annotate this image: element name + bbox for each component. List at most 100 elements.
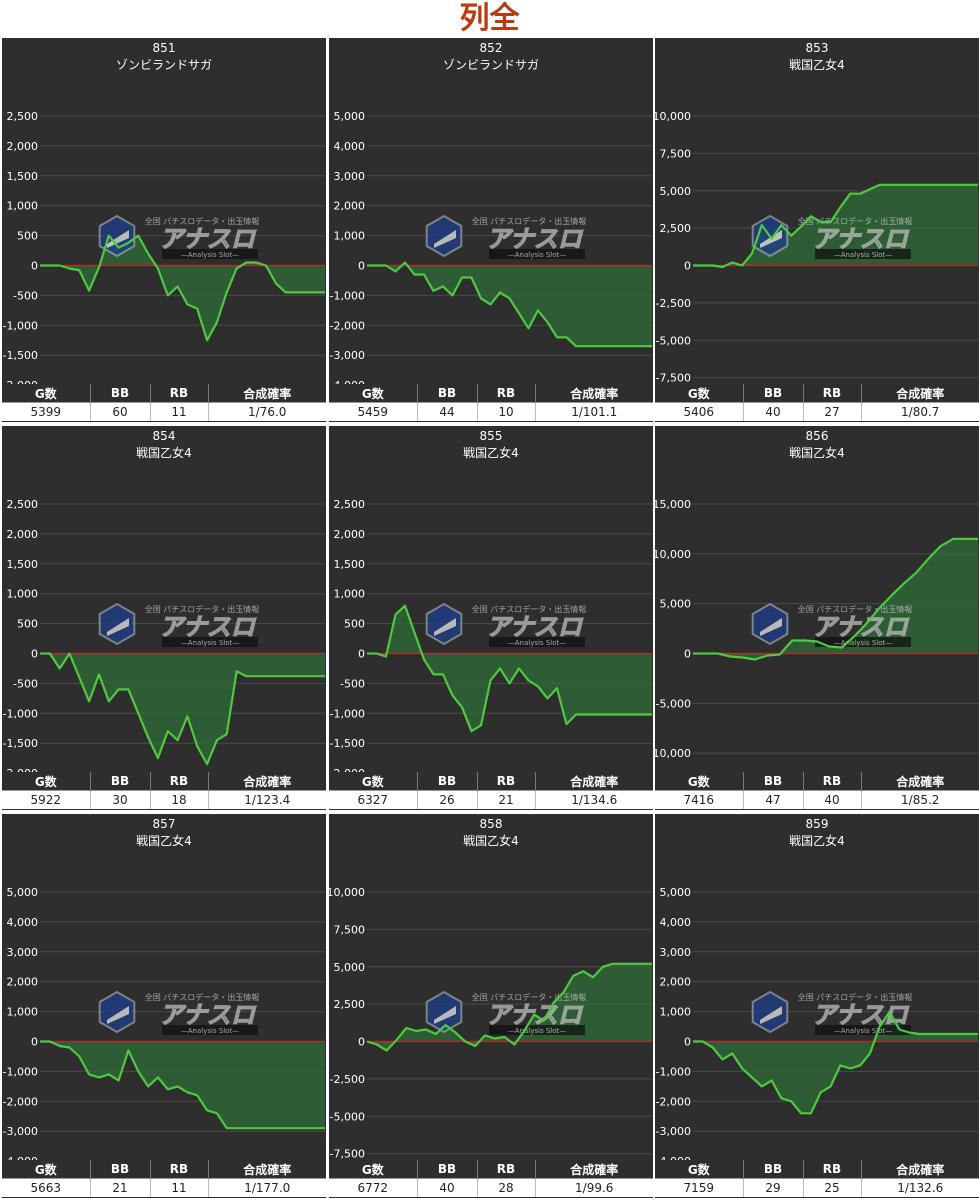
series-area <box>367 262 652 347</box>
stats-header: 合成確率 <box>860 772 979 791</box>
y-tick-label: 3,000 <box>7 946 39 959</box>
y-tick-label: -1,500 <box>3 737 38 750</box>
watermark-brand: アナスロ <box>159 225 257 253</box>
stats-value-rb: 11 <box>149 1178 208 1197</box>
chart-panel-858: 858 戦国乙女4 10,000 7,500 5,000 2,500 0 -2,500 -5,0… <box>329 814 653 1198</box>
y-tick-label: -2,000 <box>656 1095 691 1108</box>
y-tick-label: 1,000 <box>7 588 39 601</box>
machine-number: 857 <box>152 817 176 831</box>
stats-value-bb: 30 <box>89 790 150 809</box>
y-tick-label: 0 <box>31 1036 38 1049</box>
stats-value-prob: 1/99.6 <box>534 1178 653 1197</box>
watermark-tagline: 全国 パチスロデータ・出玉情報 <box>472 992 587 1002</box>
stats-header: 合成確率 <box>207 772 326 791</box>
stats-header: BB <box>742 1160 803 1179</box>
y-tick-label: 2,000 <box>7 140 39 153</box>
logo-slash-icon <box>107 1006 129 1024</box>
stats-header: BB <box>416 772 477 791</box>
y-tick-label: -2,000 <box>3 379 38 384</box>
y-tick-label: -4,000 <box>656 1155 691 1160</box>
y-tick-label: -7,500 <box>656 372 691 384</box>
watermark-brand: アナスロ <box>486 613 584 641</box>
y-tick-label: -1,000 <box>330 289 365 302</box>
series-line <box>366 962 652 1052</box>
logo-slash-icon <box>434 230 456 248</box>
stats-value-bb: 26 <box>416 790 477 809</box>
machine-model: 戦国乙女4 <box>789 58 845 72</box>
watermark-tagline: 全国 パチスロデータ・出玉情報 <box>145 604 260 614</box>
series-area <box>693 1011 978 1114</box>
machine-model: 戦国乙女4 <box>789 446 845 460</box>
y-tick-label: 2,000 <box>334 528 366 541</box>
stats-table: G数 BB RB 合成確率 5922 30 18 1/123.4 <box>2 772 326 809</box>
stats-value-rb: 18 <box>149 790 208 809</box>
watermark-tagline: 全国 パチスロデータ・出玉情報 <box>798 216 913 226</box>
y-tick-label: 0 <box>358 260 365 273</box>
y-tick-label: -2,500 <box>330 1073 365 1086</box>
y-tick-label: 1,000 <box>334 588 366 601</box>
y-tick-label: -1,000 <box>3 1065 38 1078</box>
watermark-sub-background <box>815 637 911 647</box>
stats-header: RB <box>149 772 208 791</box>
series-line <box>693 1010 978 1115</box>
chart-panel-851: 851 ゾンビランドサガ 2,500 2,000 1,500 1,000 500 0 -500 -… <box>2 38 326 422</box>
stats-value-bb: 40 <box>742 402 803 421</box>
y-tick-label: 2,000 <box>660 976 692 989</box>
y-tick-label: -2,000 <box>3 1095 38 1108</box>
y-tick-label: 4,000 <box>334 140 366 153</box>
machine-model: ゾンビランドサガ <box>115 58 212 72</box>
stats-header: G数 <box>2 384 90 403</box>
stats-value-prob: 1/132.6 <box>860 1178 979 1197</box>
series-line <box>693 537 978 661</box>
series-line <box>40 234 325 342</box>
y-tick-label: 500 <box>17 618 38 631</box>
y-tick-label: -5,000 <box>330 1110 365 1123</box>
machine-number: 853 <box>805 41 829 55</box>
stats-header: G数 <box>655 384 743 403</box>
stats-value-prob: 1/80.7 <box>860 402 979 421</box>
watermark-sub-background <box>162 1025 258 1035</box>
machine-model: 戦国乙女4 <box>789 834 845 848</box>
stats-header: RB <box>149 1160 208 1179</box>
stats-table: G数 BB RB 合成確率 7159 29 25 1/132.6 <box>655 1160 979 1197</box>
watermark-subtitle: —Analysis Slot— <box>181 251 239 259</box>
watermark-sub-background <box>489 637 585 647</box>
machine-model: 戦国乙女4 <box>463 834 519 848</box>
watermark-subtitle: —Analysis Slot— <box>508 639 566 647</box>
watermark-brand: アナスロ <box>159 613 257 641</box>
stats-value-prob: 1/134.6 <box>534 790 653 809</box>
chart-panel-856: 856戦国乙女415,00010,0005,0000-5,000-10,000-… <box>655 426 979 810</box>
stats-header: G数 <box>329 772 417 791</box>
y-tick-label: -1,500 <box>3 349 38 362</box>
y-tick-label: 1,000 <box>7 1006 39 1019</box>
machine-number: 851 <box>152 41 176 55</box>
watermark-tagline: 全国 パチスロデータ・出玉情報 <box>145 216 260 226</box>
y-tick-label: 5,000 <box>334 110 366 123</box>
logo-hexagon-icon <box>425 214 463 258</box>
stats-table: G数 BB RB 合成確率 5399 60 11 1/76.0 <box>2 384 326 421</box>
series-line <box>367 261 652 348</box>
y-tick-label: -2,000 <box>330 319 365 332</box>
series-line <box>367 604 652 733</box>
stats-header: RB <box>802 772 861 791</box>
watermark-sub-background <box>815 249 911 259</box>
series-line <box>693 183 978 269</box>
y-tick-label: 5,000 <box>334 961 366 974</box>
logo-slash-icon <box>760 618 782 636</box>
y-tick-label: -1,500 <box>330 737 365 750</box>
chart-svg: 5,000 4,000 3,000 2,000 1,000 0 -1,000 -2,000 -3… <box>330 110 652 384</box>
stats-value-games: 6772 <box>329 1178 417 1197</box>
stats-value-bb: 44 <box>416 402 477 421</box>
stats-header: RB <box>802 384 861 403</box>
y-tick-label: 500 <box>17 230 38 243</box>
machine-number: 856 <box>805 429 829 443</box>
stats-value-rb: 28 <box>476 1178 535 1197</box>
logo-hexagon-icon <box>98 990 136 1034</box>
y-tick-label: 5,000 <box>660 185 692 198</box>
y-tick-label: 10,000 <box>655 110 691 123</box>
stats-value-prob: 1/85.2 <box>860 790 979 809</box>
stats-table: G数 BB RB 合成確率 6772 40 28 1/99.6 <box>329 1160 653 1197</box>
stats-value-rb: 40 <box>802 790 861 809</box>
